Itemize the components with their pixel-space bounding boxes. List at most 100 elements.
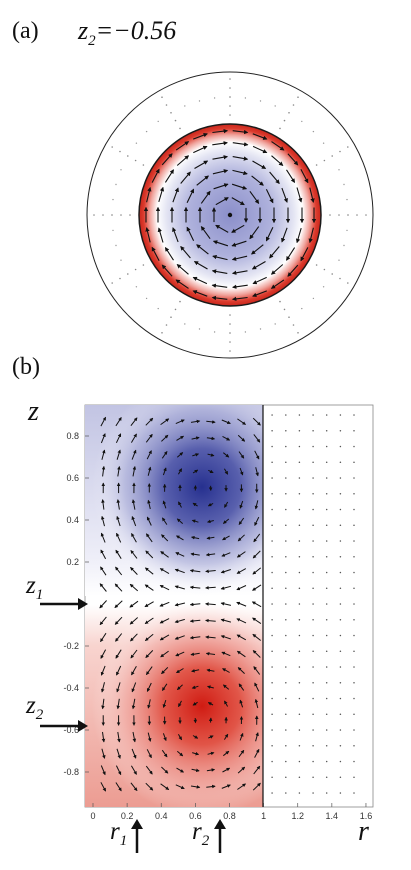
- velocity-arrow: [252, 290, 267, 297]
- polar-grid-dot: [338, 169, 340, 171]
- polar-grid-dot: [120, 169, 122, 171]
- velocity-arrow: [239, 699, 244, 708]
- velocity-arrow: [193, 145, 208, 154]
- z1-var: z: [26, 572, 36, 599]
- z1-marker-arrow: [40, 598, 88, 610]
- x-axis-variable: r: [358, 816, 369, 847]
- velocity-arrow: [222, 750, 230, 757]
- polar-grid-dot: [338, 214, 340, 216]
- velocity-arrow: [252, 584, 262, 591]
- velocity-arrow: [151, 168, 160, 183]
- velocity-arrow: [236, 634, 247, 641]
- velocity-arrow: [286, 169, 296, 184]
- grid-dot: [312, 414, 314, 416]
- grid-dot: [353, 776, 355, 779]
- velocity-arrow: [237, 783, 246, 790]
- z2-marker-arrow: [40, 720, 88, 732]
- meridional-velocity-arrows: [99, 416, 262, 792]
- x-tick-label: 0.4: [155, 811, 168, 821]
- polar-grid-dot: [134, 268, 137, 271]
- velocity-arrow: [159, 584, 170, 591]
- polar-grid-dot: [288, 316, 290, 318]
- polar-grid-dot: [331, 273, 333, 275]
- polar-grid-dot: [315, 164, 318, 166]
- polar-grid-dot: [292, 324, 295, 326]
- velocity-arrow: [116, 449, 121, 460]
- velocity-arrow: [160, 783, 170, 791]
- polar-grid-dot: [165, 104, 168, 106]
- polar-grid-dot: [315, 264, 318, 266]
- velocity-arrow: [162, 699, 167, 708]
- velocity-arrow: [144, 617, 154, 625]
- velocity-arrow: [224, 501, 229, 508]
- grid-dot: [271, 792, 273, 794]
- grid-dot: [353, 682, 355, 684]
- velocity-arrow: [101, 682, 105, 693]
- r1-marker-arrow: [131, 819, 143, 853]
- grid-dot: [285, 508, 287, 511]
- velocity-arrow: [249, 190, 260, 204]
- z2-marker-label: z2: [26, 692, 43, 724]
- velocity-arrow: [114, 583, 123, 592]
- velocity-arrow: [206, 536, 215, 540]
- grid-dot: [285, 619, 287, 621]
- grid-dot: [298, 571, 301, 574]
- grid-dot: [298, 445, 301, 448]
- velocity-arrow: [249, 226, 260, 240]
- r1-sub: 1: [119, 833, 128, 849]
- grid-dot: [271, 493, 273, 495]
- velocity-arrow: [145, 550, 154, 559]
- polar-grid-dot: [129, 214, 131, 216]
- velocity-arrow: [196, 175, 209, 186]
- velocity-arrow: [131, 499, 136, 510]
- grid-dot: [325, 603, 328, 605]
- velocity-arrow: [193, 261, 208, 270]
- grid-dot: [312, 619, 314, 621]
- r2-var: r: [192, 818, 202, 845]
- velocity-arrow: [175, 668, 184, 674]
- velocity-arrow: [144, 567, 154, 575]
- grid-dot: [298, 697, 301, 700]
- velocity-arrow: [237, 766, 246, 774]
- velocity-arrow: [161, 749, 168, 758]
- x-tick-labels: 0 0.2 0.4 0.6 0.8 1 1.2 1.4 1.6: [90, 803, 372, 821]
- polar-grid-dot: [259, 328, 262, 330]
- velocity-arrow: [175, 552, 185, 557]
- velocity-arrow: [116, 532, 122, 543]
- grid-dot: [271, 587, 273, 590]
- velocity-arrow: [252, 145, 268, 154]
- velocity-arrow: [286, 247, 296, 261]
- velocity-arrow: [114, 616, 123, 625]
- velocity-arrow: [116, 499, 121, 510]
- velocity-arrow: [287, 264, 299, 277]
- velocity-arrow: [180, 245, 191, 259]
- velocity-arrow: [254, 450, 260, 460]
- velocity-arrow: [222, 535, 230, 541]
- velocity-arrow: [212, 155, 229, 160]
- velocity-arrow: [287, 153, 299, 166]
- grid-dot: [339, 556, 342, 558]
- polar-grid-dot: [229, 96, 231, 98]
- polar-grid-dot: [111, 214, 113, 216]
- grid-dot: [353, 650, 355, 653]
- velocity-arrow: [164, 246, 174, 261]
- velocity-arrow: [159, 618, 170, 624]
- velocity-arrow: [205, 618, 216, 623]
- y-tick-label: -0.6: [63, 725, 79, 735]
- polar-grid-dot: [365, 214, 367, 216]
- velocity-arrow: [231, 270, 248, 275]
- grid-dot: [339, 776, 342, 779]
- grid-dot: [285, 792, 287, 794]
- title-var: z: [78, 16, 89, 45]
- polar-velocity-arrows: [143, 128, 317, 302]
- grid-dot: [298, 430, 301, 432]
- grid-dot: [339, 540, 342, 542]
- velocity-arrow: [190, 552, 200, 557]
- grid-dot: [271, 445, 273, 448]
- grid-dot: [271, 634, 273, 637]
- grid-dot: [325, 713, 328, 716]
- grid-dot: [312, 666, 314, 668]
- velocity-arrow: [145, 533, 153, 543]
- grid-dot: [353, 760, 355, 763]
- velocity-arrow: [147, 499, 151, 510]
